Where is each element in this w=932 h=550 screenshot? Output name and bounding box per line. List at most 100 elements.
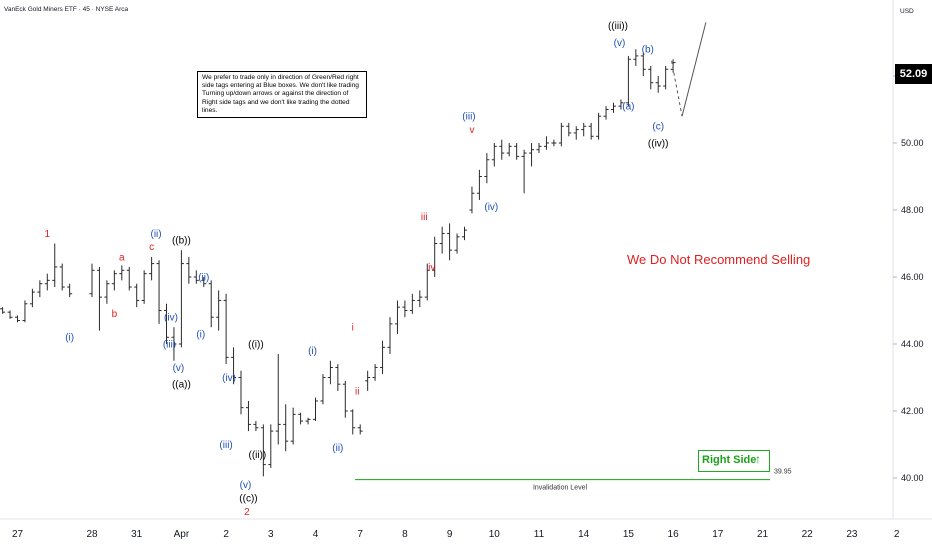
wave-label: ((iii)): [608, 21, 628, 32]
ohlc-bar: [67, 283, 73, 298]
x-tick-label: 4: [313, 529, 319, 540]
ohlc-bar: [126, 266, 132, 291]
trading-note: We prefer to trade only in direction of …: [197, 71, 367, 119]
dotted-projection: [671, 60, 683, 117]
ohlc-bar: [551, 139, 557, 147]
wave-label: i: [352, 323, 354, 334]
ohlc-bar: [342, 380, 348, 418]
y-tick-label: 44.00: [901, 339, 924, 349]
wave-label: c: [149, 242, 154, 253]
ohlc-bar: [268, 424, 274, 468]
ohlc-bar: [238, 370, 244, 415]
ohlc-bar: [506, 143, 512, 157]
ohlc-bar: [432, 236, 438, 277]
ohlc-bar: [298, 412, 304, 425]
ohlc-bar: [44, 273, 50, 291]
up-arrow-icon: ↑: [755, 452, 761, 466]
wave-label: (ii): [332, 443, 343, 454]
wave-label: a: [119, 252, 125, 263]
ohlc-bar: [521, 149, 527, 194]
disclaimer-text: We Do Not Recommend Selling: [627, 252, 811, 267]
last-price-tag: 52.09: [895, 64, 932, 84]
wave-label: ((i)): [248, 339, 264, 350]
projection-paths: Invalidation Level 39.95: [355, 22, 792, 492]
ohlc-bar: [439, 226, 445, 254]
ohlc-bar: [119, 265, 125, 281]
projection-line: [681, 22, 707, 117]
wave-label: (iii): [219, 440, 232, 451]
x-tick-label: 11: [534, 529, 545, 540]
ohlc-bar: [59, 263, 65, 291]
ohlc-bar: [149, 256, 155, 281]
ohlc-bar: [320, 374, 326, 405]
x-tick-label: 31: [131, 529, 143, 540]
wave-label: (ii): [151, 229, 162, 240]
ohlc-bar: [625, 55, 631, 107]
wave-label: (iv): [222, 373, 236, 384]
wave-label: (v): [240, 480, 252, 491]
ohlc-bar: [596, 112, 602, 140]
wave-label: v: [469, 125, 474, 136]
wave-label: (i): [308, 346, 317, 357]
ohlc-bar: [394, 300, 400, 334]
ohlc-bar: [231, 347, 237, 385]
ohlc-bar: [372, 364, 378, 381]
wave-label: (iv): [484, 202, 498, 213]
ohlc-bar: [402, 300, 408, 318]
wave-label: (ii): [198, 272, 209, 283]
wave-label: (a): [622, 102, 634, 113]
ohlc-bar: [37, 280, 43, 298]
ohlc-bar: [313, 397, 318, 422]
ohlc-bar: [417, 290, 423, 308]
invalidation-label: Invalidation Level: [533, 485, 588, 492]
ohlc-bar: [484, 153, 490, 184]
ohlc-bar: [618, 99, 624, 110]
wave-label: iii: [421, 212, 428, 223]
wave-label: ((c)): [239, 493, 257, 504]
wave-label: ((a)): [172, 380, 191, 391]
ohlc-bar: [558, 122, 564, 147]
ohlc-bar: [655, 76, 661, 93]
ohlc-bar: [380, 340, 386, 375]
ohlc-bar: [260, 424, 266, 477]
ohlc-bar: [156, 260, 162, 324]
ohlc-bar: [543, 136, 549, 150]
ohlc-bar: [536, 143, 542, 154]
ohlc-bar: [581, 122, 587, 137]
wave-label: ii: [355, 386, 359, 397]
ohlc-bar: [7, 310, 13, 319]
wave-label: (b): [642, 45, 654, 56]
ohlc-bar: [566, 122, 572, 137]
wave-label: ((iv)): [648, 138, 669, 149]
ohlc-bar: [409, 293, 415, 314]
wave-label: ((ii)): [249, 450, 267, 461]
ohlc-bar: [603, 106, 609, 120]
ohlc-bar: [96, 266, 102, 331]
wave-label: 2: [244, 507, 250, 518]
ohlc-bar: [462, 226, 467, 241]
ohlc-bar: [283, 404, 289, 452]
x-tick-label: 7: [357, 529, 363, 540]
ohlc-bar: [52, 243, 58, 288]
ohlc-bar: [491, 143, 497, 167]
ohlc-bars: [0, 49, 676, 477]
x-tick-label: 15: [623, 529, 635, 540]
currency-label[interactable]: USD: [900, 8, 914, 15]
ohlc-bar: [275, 354, 281, 445]
ohlc-bar: [29, 288, 35, 308]
ohlc-bar: [111, 270, 117, 291]
ohlc-bar: [529, 143, 535, 167]
x-tick-label: 2: [894, 529, 900, 540]
right-side-tag: Right Side ↑: [698, 450, 770, 472]
wave-label: (i): [196, 329, 205, 340]
ohlc-bar: [335, 364, 341, 391]
ohlc-bar: [648, 65, 654, 90]
ohlc-bar: [469, 186, 475, 214]
wave-label: (v): [173, 363, 185, 374]
wave-label: iv: [428, 262, 435, 273]
ohlc-bar: [663, 65, 669, 90]
ohlc-bar: [223, 293, 229, 365]
ohlc-bar: [454, 233, 460, 254]
ohlc-bar: [193, 270, 199, 284]
